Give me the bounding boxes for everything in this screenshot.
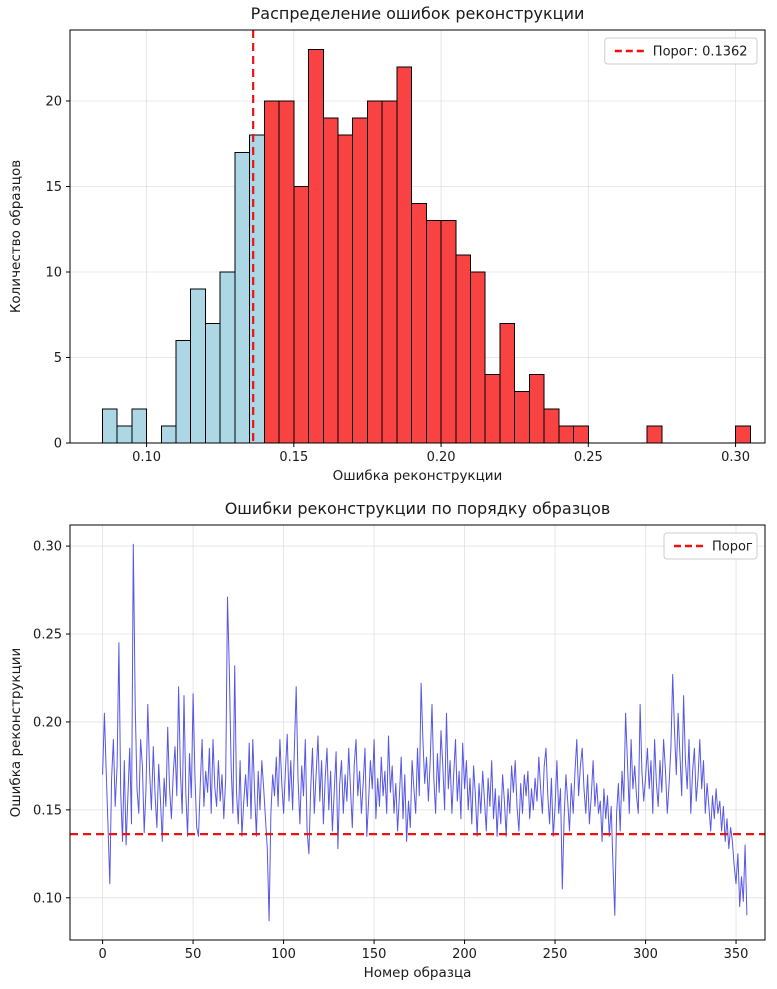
hist-bar xyxy=(322,117,339,444)
chart-title: Ошибки реконструкции по порядку образцов xyxy=(225,499,611,518)
x-axis-label: Номер образца xyxy=(364,965,472,981)
hist-bar xyxy=(116,425,133,444)
axes-frame xyxy=(69,524,766,941)
hist-bar xyxy=(470,271,486,444)
y-axis-label: Ошибка реконструкции xyxy=(8,648,24,818)
axes-frame xyxy=(69,29,766,444)
hist-bar xyxy=(514,391,530,444)
hist-bar xyxy=(396,66,413,444)
legend-label: Порог xyxy=(712,540,753,555)
svg-text:0.15: 0.15 xyxy=(279,450,308,465)
hist-bar xyxy=(411,203,427,444)
hist-bar xyxy=(425,220,442,444)
hist-bar xyxy=(160,425,177,444)
hist-bar xyxy=(499,322,516,444)
hist-bar xyxy=(175,339,192,444)
svg-text:50: 50 xyxy=(185,947,202,962)
svg-text:150: 150 xyxy=(362,947,387,962)
legend: Порог xyxy=(663,532,758,560)
svg-text:0: 0 xyxy=(98,947,106,962)
hist-bar xyxy=(263,100,280,444)
svg-text:300: 300 xyxy=(633,947,658,962)
hist-bar xyxy=(131,408,148,444)
hist-bar xyxy=(308,49,324,444)
y-axis-label: Количество образцов xyxy=(8,160,24,313)
x-tick-labels: 0 50 100 150 200 250 300 350 xyxy=(98,940,748,962)
hist-bar xyxy=(249,134,265,444)
x-axis-label: Ошибка реконструкции xyxy=(333,468,503,484)
legend-box xyxy=(604,37,758,65)
svg-text:0.15: 0.15 xyxy=(33,803,62,818)
svg-text:250: 250 xyxy=(543,947,568,962)
hist-bar xyxy=(293,185,310,444)
hist-bar xyxy=(528,374,545,444)
hist-bar xyxy=(440,220,457,444)
histogram-bars xyxy=(101,49,751,444)
svg-text:0.30: 0.30 xyxy=(33,540,62,555)
svg-text:0.20: 0.20 xyxy=(33,715,62,730)
svg-text:0.25: 0.25 xyxy=(33,628,62,643)
hist-bar xyxy=(646,425,663,444)
line-chart: 0 50 100 150 200 250 300 350 0.10 0.15 0.20 0.25 0.3… xyxy=(8,499,766,981)
hist-bar xyxy=(484,374,501,444)
legend: Порог: 0.1362 xyxy=(604,37,758,65)
svg-text:15: 15 xyxy=(45,180,62,195)
hist-bar xyxy=(101,408,118,444)
svg-text:0.10: 0.10 xyxy=(33,891,62,906)
grid xyxy=(70,525,765,940)
hist-bar xyxy=(558,425,575,444)
svg-text:0.30: 0.30 xyxy=(721,450,750,465)
hist-bar xyxy=(337,134,354,444)
y-tick-labels: 0 5 10 15 20 xyxy=(45,94,70,452)
svg-text:20: 20 xyxy=(45,94,62,109)
hist-bar xyxy=(190,288,206,444)
y-tick-labels: 0.10 0.15 0.20 0.25 0.30 xyxy=(33,540,70,906)
x-tick-labels: 0.10 0.15 0.20 0.25 0.30 xyxy=(132,443,750,465)
svg-text:100: 100 xyxy=(271,947,296,962)
hist-bar xyxy=(278,100,295,444)
error-line xyxy=(102,543,748,922)
legend-label: Порог: 0.1362 xyxy=(653,45,748,60)
svg-text:5: 5 xyxy=(54,351,62,366)
svg-text:0.10: 0.10 xyxy=(132,450,161,465)
histogram-chart: 0.10 0.15 0.20 0.25 0.30 0 5 10 15 20 Распределени… xyxy=(8,4,766,484)
hist-bar xyxy=(455,254,472,444)
hist-bar xyxy=(219,271,236,444)
hist-bar xyxy=(352,117,368,444)
hist-bar xyxy=(204,322,221,444)
hist-bar xyxy=(234,151,251,444)
hist-bar xyxy=(573,425,589,444)
svg-text:10: 10 xyxy=(45,265,62,280)
legend-box xyxy=(663,532,758,560)
svg-text:0.20: 0.20 xyxy=(427,450,456,465)
svg-text:0: 0 xyxy=(54,437,62,452)
hist-bar xyxy=(543,408,560,444)
hist-bar xyxy=(366,100,383,444)
svg-text:200: 200 xyxy=(452,947,477,962)
chart-title: Распределение ошибок реконструкции xyxy=(251,4,585,23)
hist-bar xyxy=(735,425,751,444)
svg-text:350: 350 xyxy=(724,947,749,962)
svg-text:0.25: 0.25 xyxy=(574,450,603,465)
hist-bar xyxy=(381,100,398,444)
